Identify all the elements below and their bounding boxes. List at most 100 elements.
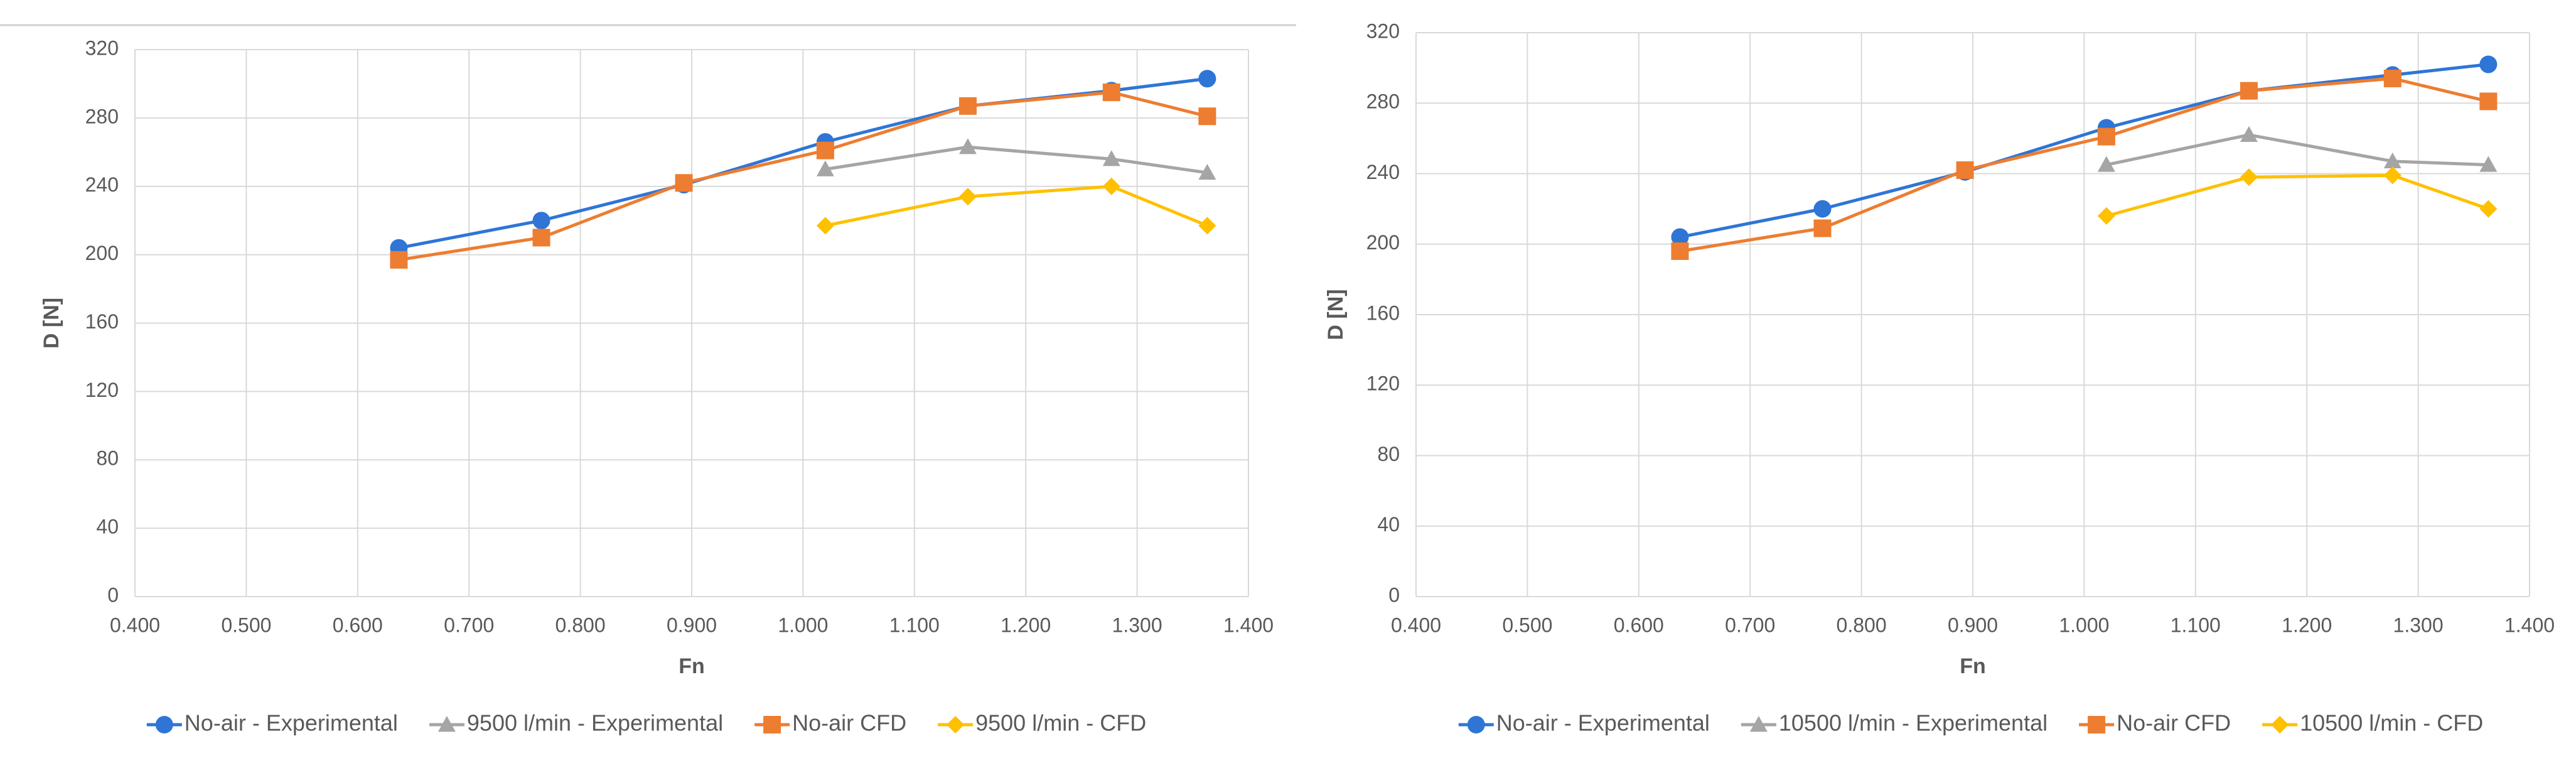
- y-tick-label: 200: [85, 242, 119, 264]
- x-tick-label: 1.100: [2171, 614, 2221, 636]
- x-tick-label: 1.200: [2282, 614, 2332, 636]
- series-line: [825, 185, 1208, 227]
- legend-marker: [947, 716, 965, 733]
- series-line: [2106, 173, 2489, 218]
- marker: [958, 138, 977, 154]
- legend-marker: [2088, 716, 2106, 733]
- marker: [958, 97, 977, 115]
- x-tick-label: 0.900: [1948, 614, 1998, 636]
- legend-label: No-air - Experimental: [185, 710, 398, 736]
- legend: No-air - Experimental 9500 l/min - Experi…: [146, 710, 1146, 736]
- marker: [2479, 55, 2498, 73]
- x-tick-label: 1.300: [2393, 614, 2444, 636]
- y-tick-label: 80: [96, 447, 119, 470]
- legend-marker: [1467, 716, 1485, 733]
- y-tick-label: 200: [1366, 231, 1400, 254]
- x-tick-label: 0.800: [1837, 614, 1887, 636]
- legend-marker: [155, 716, 173, 733]
- marker: [675, 174, 693, 192]
- y-tick-label: 320: [1366, 19, 1400, 42]
- y-axis-title: D [N]: [40, 298, 63, 349]
- y-tick-label: 320: [85, 36, 119, 59]
- marker: [2240, 168, 2258, 187]
- y-tick-label: 0: [107, 583, 119, 606]
- y-tick-label: 40: [1377, 513, 1400, 536]
- y-tick-label: 0: [1388, 583, 1400, 606]
- marker: [1102, 177, 1120, 195]
- marker: [1198, 70, 1216, 88]
- marker: [2479, 200, 2498, 218]
- marker: [2097, 127, 2115, 146]
- x-tick-label: 0.900: [667, 614, 717, 636]
- y-axis-title: D [N]: [1324, 289, 1348, 340]
- marker: [1198, 217, 1216, 235]
- marker: [1956, 161, 1974, 179]
- marker: [1671, 228, 1689, 246]
- legend-label: 9500 l/min - Experimental: [467, 710, 723, 736]
- marker: [2383, 166, 2402, 185]
- x-tick-label: 0.700: [444, 614, 494, 636]
- marker: [958, 188, 977, 206]
- x-tick-label: 0.400: [110, 614, 160, 636]
- legend-label: 10500 l/min - Experimental: [1779, 710, 2047, 736]
- legend-marker: [763, 716, 781, 733]
- y-tick-label: 160: [85, 310, 119, 333]
- series-line: [825, 145, 1208, 175]
- x-tick-label: 1.400: [1223, 614, 1274, 636]
- x-tick-label: 1.000: [778, 614, 828, 636]
- marker: [2479, 92, 2498, 111]
- marker: [2383, 152, 2402, 169]
- marker: [1198, 163, 1216, 180]
- legend-marker: [437, 716, 456, 732]
- marker: [2240, 82, 2258, 100]
- x-tick-label: 0.600: [1614, 614, 1664, 636]
- x-axis-title: Fn: [1960, 654, 1986, 678]
- marker: [1198, 107, 1216, 126]
- series-line: [2106, 133, 2489, 166]
- x-tick-label: 0.500: [221, 614, 271, 636]
- x-tick-label: 1.300: [1112, 614, 1162, 636]
- y-tick-label: 280: [85, 105, 119, 127]
- x-tick-label: 1.200: [1001, 614, 1051, 636]
- y-tick-label: 160: [1366, 301, 1400, 324]
- x-tick-label: 0.800: [555, 614, 606, 636]
- x-tick-label: 1.100: [889, 614, 940, 636]
- marker: [1671, 242, 1689, 260]
- y-tick-label: 120: [85, 379, 119, 401]
- marker: [816, 160, 834, 176]
- x-tick-label: 0.700: [1725, 614, 1775, 636]
- marker: [532, 212, 550, 230]
- legend-label: No-air CFD: [2117, 710, 2231, 736]
- legend-marker: [2271, 716, 2289, 733]
- x-tick-label: 1.000: [2059, 614, 2109, 636]
- legend-label: 9500 l/min - CFD: [975, 710, 1146, 736]
- legend-marker: [1749, 716, 1768, 732]
- x-tick-label: 0.600: [333, 614, 383, 636]
- legend-label: 10500 l/min - CFD: [2300, 710, 2483, 736]
- marker: [816, 217, 834, 235]
- marker: [1102, 84, 1120, 102]
- x-tick-label: 0.500: [1502, 614, 1552, 636]
- marker: [2479, 156, 2498, 172]
- marker: [2097, 207, 2115, 225]
- marker: [2240, 126, 2258, 142]
- marker: [390, 251, 408, 269]
- marker: [1102, 150, 1120, 166]
- y-tick-label: 120: [1366, 372, 1400, 395]
- y-tick-label: 240: [85, 173, 119, 196]
- legend-label: No-air - Experimental: [1496, 710, 1710, 736]
- y-tick-label: 40: [96, 516, 119, 538]
- x-tick-label: 0.400: [1391, 614, 1441, 636]
- marker: [1813, 200, 1832, 218]
- legend: No-air - Experimental 10500 l/min - Exper…: [1458, 710, 2483, 736]
- y-tick-label: 240: [1366, 161, 1400, 183]
- marker: [532, 229, 550, 247]
- marker: [1813, 219, 1832, 237]
- y-tick-label: 80: [1377, 443, 1400, 465]
- x-axis-title: Fn: [679, 654, 705, 678]
- marker: [2383, 69, 2402, 87]
- legend-label: No-air CFD: [792, 710, 906, 736]
- y-tick-label: 280: [1366, 90, 1400, 113]
